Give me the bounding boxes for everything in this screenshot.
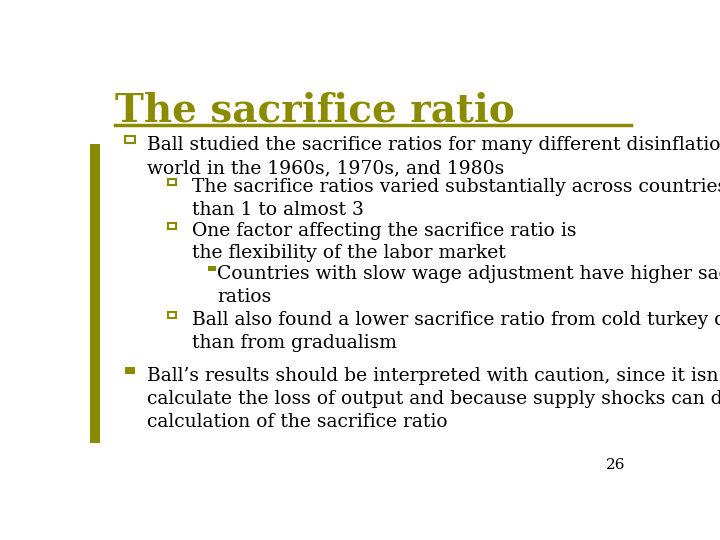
Text: Ball’s results should be interpreted with caution, since it isn’t easy to
calcul: Ball’s results should be interpreted wit… (148, 367, 720, 431)
Text: The sacrifice ratio: The sacrifice ratio (115, 92, 515, 130)
FancyBboxPatch shape (208, 266, 215, 271)
Text: Ball studied the sacrifice ratios for many different disinflations around the
wo: Ball studied the sacrifice ratios for ma… (148, 136, 720, 177)
Text: Ball also found a lower sacrifice ratio from cold turkey disinflation
than from : Ball also found a lower sacrifice ratio … (192, 311, 720, 352)
FancyBboxPatch shape (90, 144, 100, 443)
Text: Countries with slow wage adjustment have higher sacrifice
ratios: Countries with slow wage adjustment have… (217, 265, 720, 306)
FancyBboxPatch shape (125, 367, 135, 374)
Text: 26: 26 (606, 458, 626, 472)
Text: One factor affecting the sacrifice ratio is
the flexibility of the labor market: One factor affecting the sacrifice ratio… (192, 221, 577, 262)
Text: The sacrifice ratios varied substantially across countries, from less
than 1 to : The sacrifice ratios varied substantiall… (192, 178, 720, 219)
